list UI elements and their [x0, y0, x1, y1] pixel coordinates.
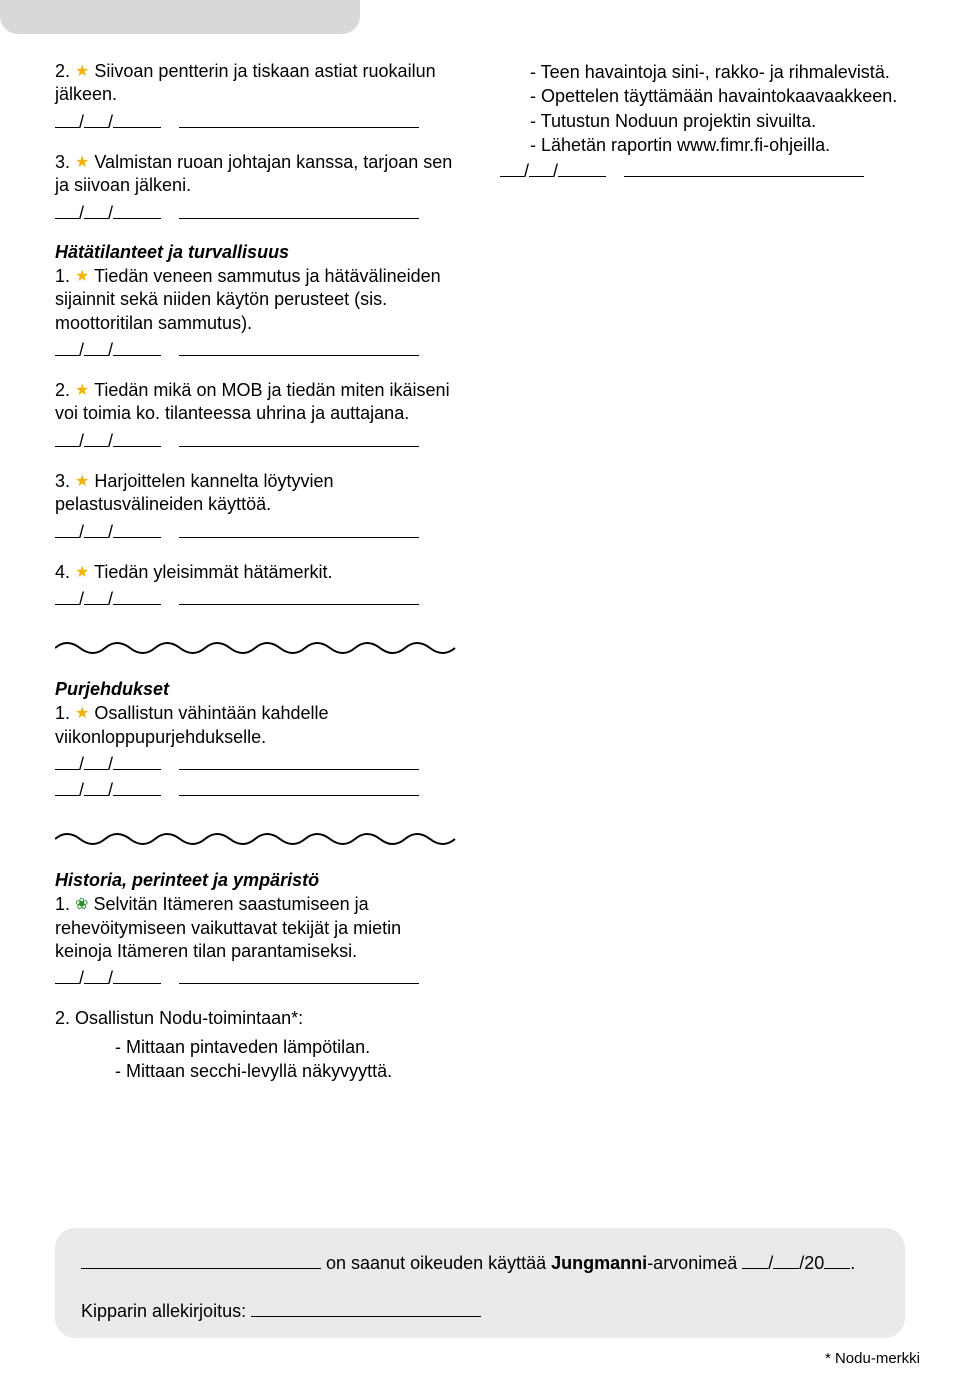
date-line[interactable]: // [55, 111, 460, 133]
task-item: 1. ★ Osallistun vähintään kahdelle viiko… [55, 702, 460, 749]
task-item: 1. ★ Tiedän veneen sammutus ja hätävälin… [55, 265, 460, 335]
date-line[interactable]: // [55, 779, 460, 801]
task-item: 3. ★ Harjoittelen kannelta löytyvien pel… [55, 470, 460, 517]
date-line[interactable]: // [55, 202, 460, 224]
footer-year-sep: /20 [799, 1253, 824, 1273]
right-list: - Teen havaintoja sini-, rakko- ja rihma… [530, 60, 905, 157]
item-text: Osallistun vähintään kahdelle viikonlopp… [55, 703, 329, 746]
right-column: - Teen havaintoja sini-, rakko- ja rihma… [500, 60, 905, 1083]
header-tab [0, 0, 360, 34]
wavy-divider [55, 638, 460, 656]
item-text: Siivoan pentterin ja tiskaan astiat ruok… [55, 61, 436, 104]
task-item: 3. ★ Valmistan ruoan johtajan kanssa, ta… [55, 151, 460, 198]
star-icon: ★ [75, 705, 89, 722]
item-number: 1. [55, 703, 70, 723]
star-icon: ★ [75, 63, 89, 80]
footer-line-1[interactable]: on saanut oikeuden käyttää Jungmanni-arv… [81, 1252, 879, 1274]
footer-after: -arvonimeä [647, 1253, 742, 1273]
right-line: - Tutustun Noduun projektin sivuilta. [530, 109, 905, 133]
date-line[interactable]: // [55, 753, 460, 775]
item-text: Tiedän mikä on MOB ja tiedän miten ikäis… [55, 380, 450, 423]
task-item: 1. ❀ Selvitän Itämeren saastumiseen ja r… [55, 893, 460, 963]
task-item: 4. ★ Tiedän yleisimmät hätämerkit. [55, 561, 460, 584]
footer-mid: on saanut oikeuden käyttää [321, 1253, 551, 1273]
right-line: - Lähetän raportin www.fimr.fi-ohjeilla. [530, 133, 905, 157]
item-number: 2. [55, 380, 70, 400]
date-line[interactable]: // [500, 160, 905, 182]
footer-line-2[interactable]: Kipparin allekirjoitus: [81, 1300, 879, 1322]
right-line: - Teen havaintoja sini-, rakko- ja rihma… [530, 60, 905, 84]
section-title-sailings: Purjehdukset [55, 679, 460, 700]
sub-list: - Mittaan pintaveden lämpötilan. - Mitta… [115, 1035, 460, 1084]
date-line[interactable]: // [55, 521, 460, 543]
item-number: 3. [55, 152, 70, 172]
wavy-divider [55, 829, 460, 847]
left-column: 2. ★ Siivoan pentterin ja tiskaan astiat… [55, 60, 460, 1083]
star-icon: ★ [75, 564, 89, 581]
star-icon: ★ [75, 382, 89, 399]
date-line[interactable]: // [55, 339, 460, 361]
sub-item: - Mittaan secchi-levyllä näkyvyyttä. [115, 1059, 460, 1083]
left-top-block: 2. ★ Siivoan pentterin ja tiskaan astiat… [55, 60, 460, 224]
date-line[interactable]: // [55, 430, 460, 452]
item-text: Tiedän yleisimmät hätämerkit. [94, 562, 332, 582]
footnote: * Nodu-merkki [825, 1350, 920, 1367]
page-content: 2. ★ Siivoan pentterin ja tiskaan astiat… [55, 60, 905, 1083]
item-number: 2. [55, 61, 70, 81]
item-text: Osallistun Nodu-toimintaan*: [75, 1008, 303, 1028]
sig-label: Kipparin allekirjoitus: [81, 1301, 251, 1321]
item-text: Selvitän Itämeren saastumiseen ja rehevö… [55, 894, 401, 961]
task-item: 2. Osallistun Nodu-toimintaan*: [55, 1007, 460, 1030]
star-icon: ★ [75, 268, 89, 285]
item-number: 1. [55, 894, 70, 914]
task-item: 2. ★ Siivoan pentterin ja tiskaan astiat… [55, 60, 460, 107]
star-icon: ★ [75, 473, 89, 490]
sub-item: - Mittaan pintaveden lämpötilan. [115, 1035, 460, 1059]
date-line[interactable]: // [55, 588, 460, 610]
item-text: Tiedän veneen sammutus ja hätävälineiden… [55, 266, 441, 333]
item-number: 3. [55, 471, 70, 491]
star-icon: ★ [75, 154, 89, 171]
item-text: Valmistan ruoan johtajan kanssa, tarjoan… [55, 152, 452, 195]
date-line[interactable]: // [55, 967, 460, 989]
item-number: 4. [55, 562, 70, 582]
leaf-icon: ❀ [75, 896, 88, 913]
task-item: 2. ★ Tiedän mikä on MOB ja tiedän miten … [55, 379, 460, 426]
item-number: 1. [55, 266, 70, 286]
item-text: Harjoittelen kannelta löytyvien pelastus… [55, 471, 334, 514]
item-number: 2. [55, 1008, 70, 1028]
footer-box: on saanut oikeuden käyttää Jungmanni-arv… [55, 1228, 905, 1338]
right-line: - Opettelen täyttämään havaintokaavaakke… [530, 84, 905, 108]
footer-rank: Jungmanni [551, 1253, 647, 1273]
section-title-safety: Hätätilanteet ja turvallisuus [55, 242, 460, 263]
section-title-history: Historia, perinteet ja ympäristö [55, 870, 460, 891]
